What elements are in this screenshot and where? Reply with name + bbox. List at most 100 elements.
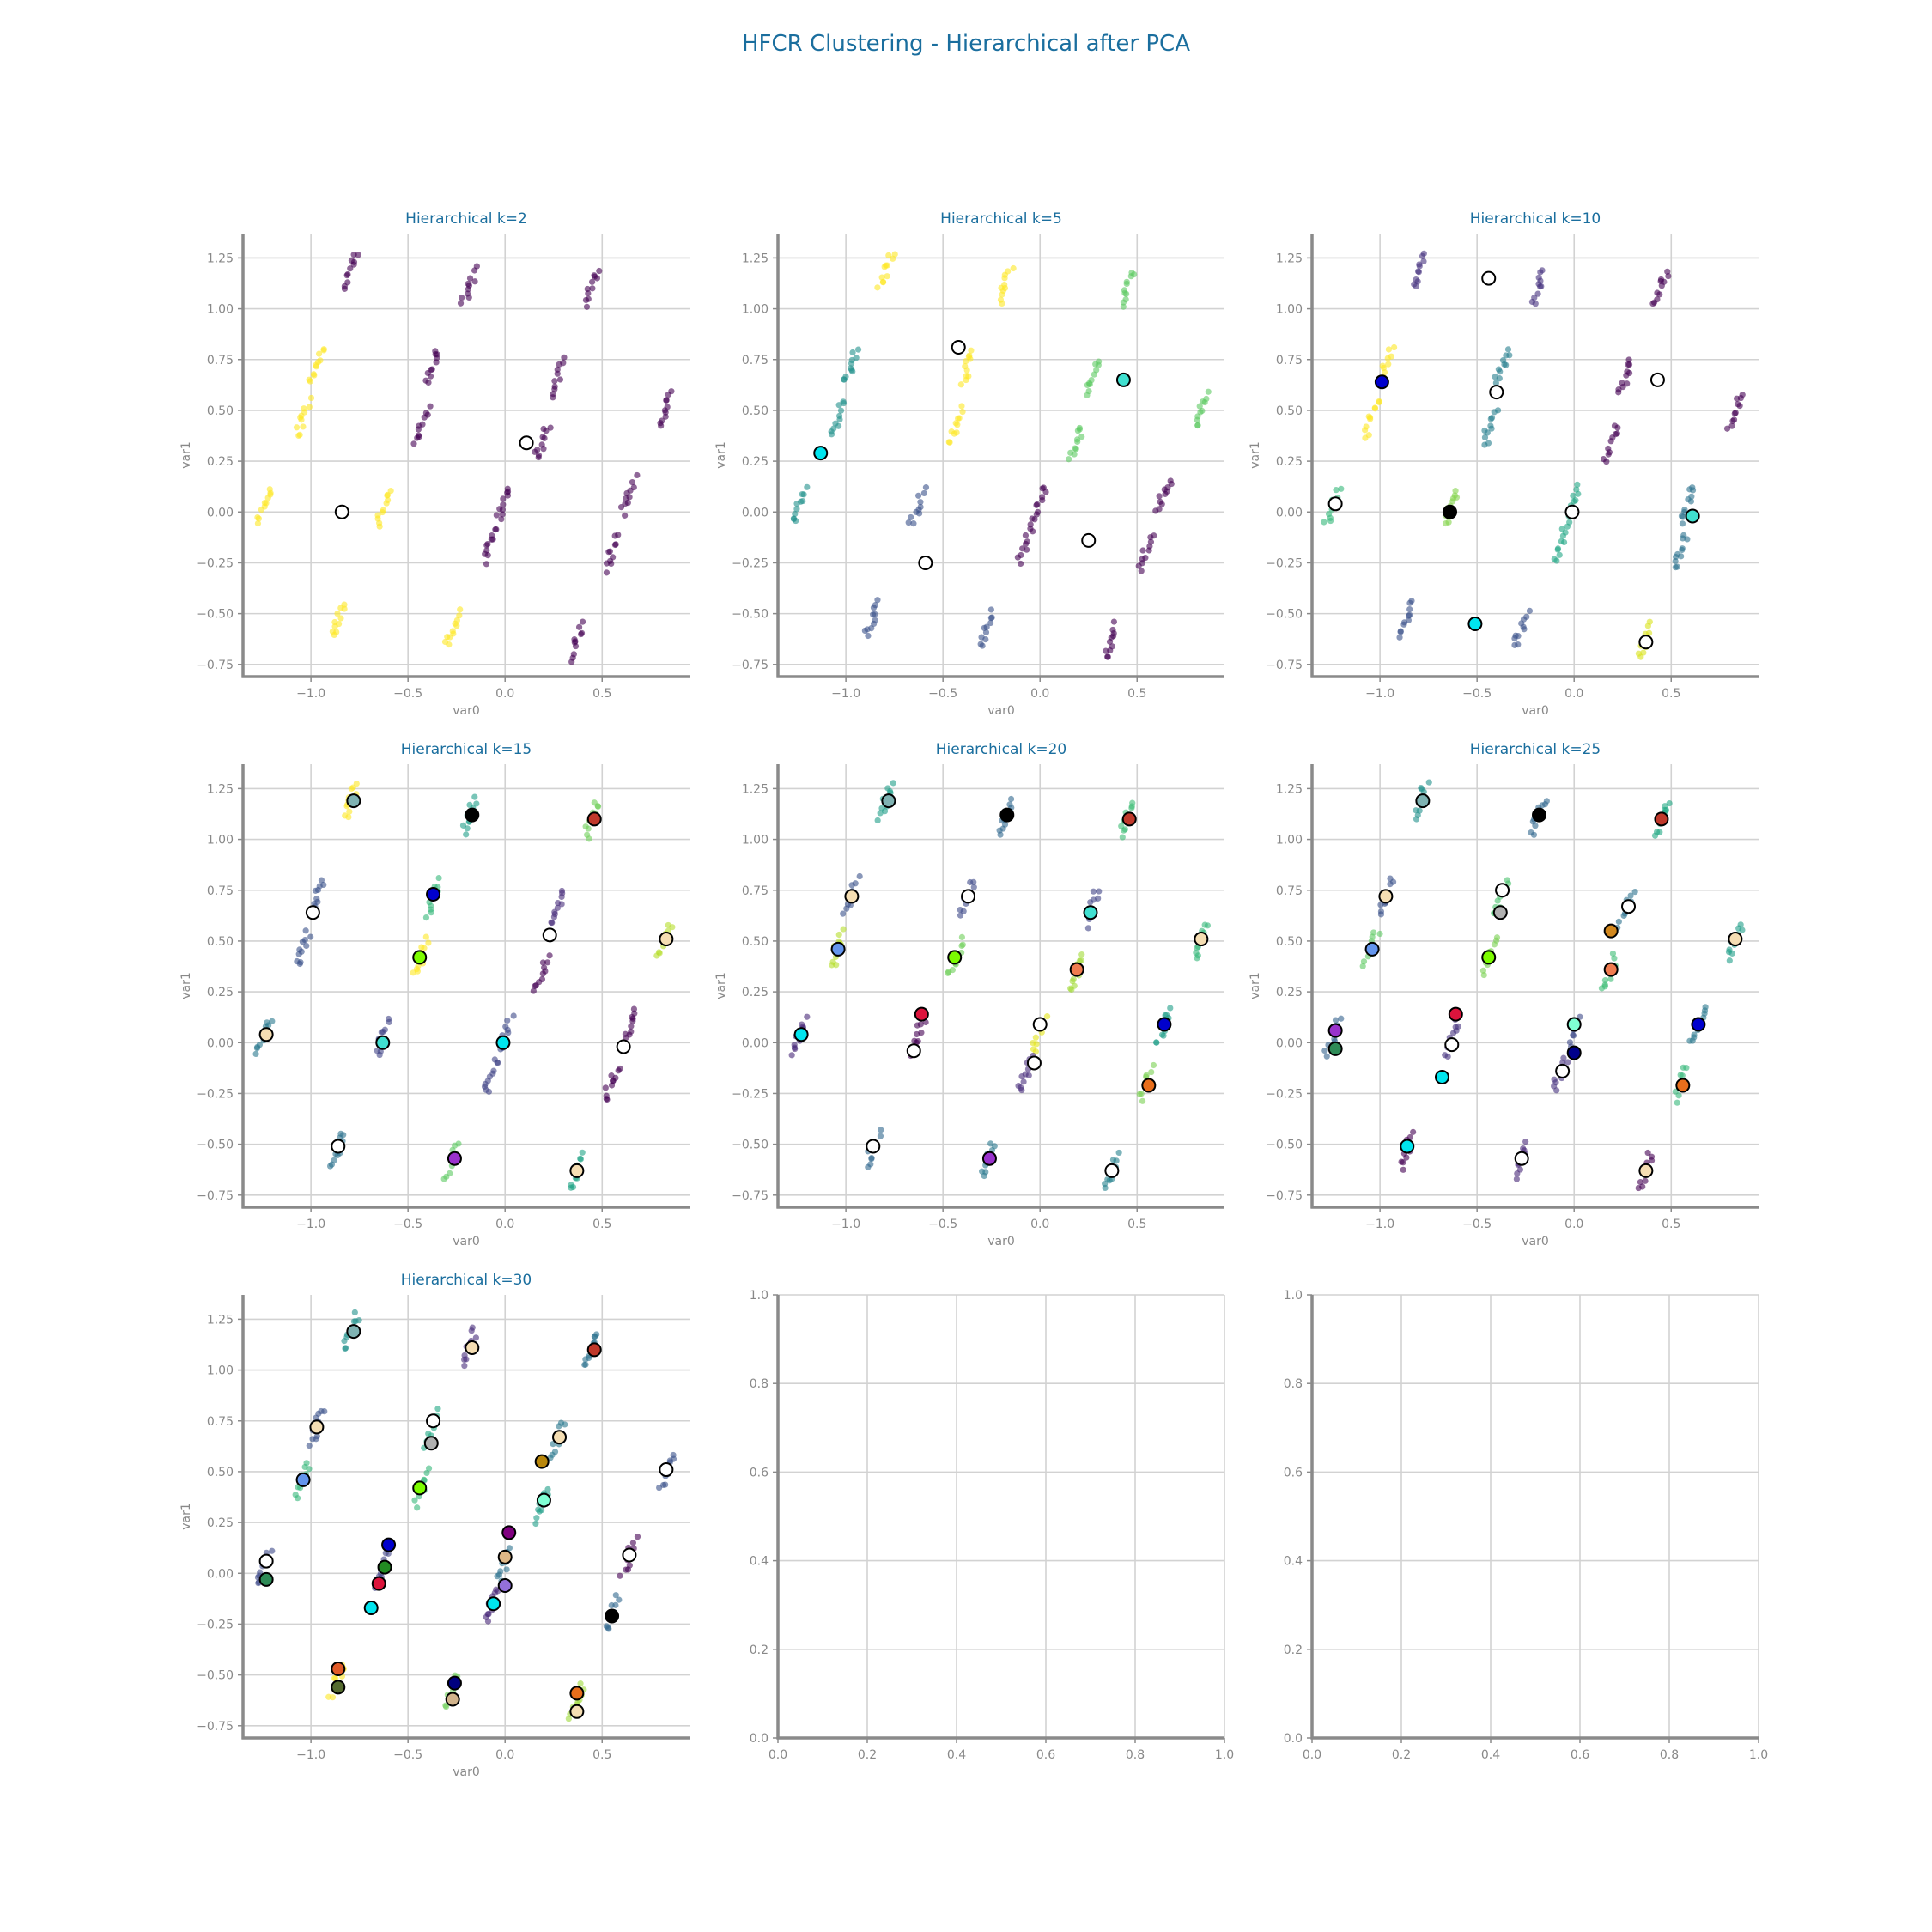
subplot-2: −1.0 −0.5 0.0 0.5 −0.75 −0.50 −0.25 0.00 0.25 0.5… (714, 210, 1224, 718)
data-point (422, 914, 430, 921)
centroid-marker (258, 1553, 274, 1569)
data-point (459, 295, 465, 301)
data-point (540, 425, 547, 433)
centroid-marker (1141, 1078, 1157, 1093)
centroid-marker (1603, 923, 1619, 939)
data-point (628, 1023, 635, 1030)
data-point (1493, 934, 1501, 941)
data-point (385, 1550, 392, 1557)
y-tick-label: −0.75 (197, 1720, 234, 1734)
data-point (1032, 1034, 1039, 1041)
data-point (1022, 1071, 1029, 1078)
centroid-marker (412, 1480, 428, 1496)
data-point (538, 441, 545, 448)
data-point (461, 1352, 468, 1359)
data-point (577, 1680, 584, 1687)
x-axis-label: var0 (987, 1235, 1015, 1249)
data-point (473, 263, 480, 270)
data-point (615, 532, 622, 538)
data-point (1122, 296, 1129, 303)
data-point (456, 612, 463, 619)
data-point (1574, 481, 1581, 489)
centroid-marker (1566, 1017, 1582, 1032)
centroid-marker (866, 1139, 881, 1154)
data-point (1018, 1084, 1024, 1091)
centroid-marker (309, 1419, 325, 1435)
centroid-marker (1069, 962, 1084, 977)
x-tick-label: 0.0 (769, 1748, 787, 1762)
data-point (662, 413, 669, 420)
data-point (473, 800, 480, 807)
x-axis-label: var0 (453, 1235, 480, 1249)
data-point (1520, 1145, 1527, 1152)
x-tick-label: −0.5 (393, 1218, 422, 1231)
data-point (584, 831, 591, 838)
subplot-title: Hierarchical k=2 (405, 210, 527, 228)
data-point (1201, 921, 1208, 928)
data-point (1070, 975, 1077, 982)
data-point (917, 503, 924, 511)
data-point (484, 540, 491, 548)
data-point (539, 959, 547, 966)
data-point (353, 780, 360, 787)
data-point (498, 516, 505, 523)
y-tick-label: 0.75 (207, 1415, 234, 1429)
data-point (1736, 403, 1743, 410)
data-point (1167, 1005, 1174, 1012)
data-point (874, 817, 881, 824)
data-point (1737, 921, 1744, 928)
centroid-marker (447, 1675, 462, 1691)
centroid-marker (377, 1559, 392, 1575)
data-point (427, 403, 434, 410)
data-point (948, 428, 955, 435)
centroid-marker (1649, 372, 1665, 387)
data-point (1513, 1176, 1520, 1182)
centroid-marker (1532, 807, 1547, 823)
centroid-marker (534, 1454, 550, 1469)
data-point (612, 1592, 619, 1599)
data-point (804, 483, 811, 490)
y-tick-label: 1.25 (207, 782, 234, 796)
data-point (585, 825, 592, 832)
y-tick-label: 1.25 (207, 1313, 234, 1327)
y-tick-label: 0.50 (207, 935, 234, 949)
data-point (917, 1021, 924, 1028)
y-tick-label: 1.0 (1284, 1289, 1303, 1303)
y-tick-label: 0.50 (1276, 404, 1303, 418)
y-tick-label: 0.50 (1276, 935, 1303, 949)
data-point (570, 651, 577, 658)
x-tick-label: −1.0 (831, 687, 860, 701)
subplot-6: −1.0 −0.5 0.0 0.5 −0.75 −0.50 −0.25 0.00 0.25 0.5… (1249, 741, 1759, 1249)
data-point (1148, 1068, 1155, 1076)
centroid-marker (914, 1006, 929, 1022)
y-tick-label: 0.25 (207, 986, 234, 999)
data-point (1418, 786, 1425, 793)
data-point (1365, 432, 1372, 439)
data-point (1005, 268, 1012, 275)
centroid-marker (1564, 504, 1580, 519)
data-point (1109, 626, 1116, 634)
data-point (1006, 801, 1013, 808)
centroid-marker (331, 1139, 346, 1154)
centroid-marker (1327, 1041, 1343, 1056)
data-point (355, 1317, 362, 1324)
data-point (1452, 488, 1459, 495)
data-point (1488, 415, 1496, 422)
data-point (457, 300, 465, 307)
centroid-marker (1481, 950, 1497, 965)
data-point (1119, 834, 1126, 841)
data-point (489, 532, 495, 539)
subplot-4: −1.0 −0.5 0.0 0.5 −0.75 −0.50 −0.25 0.00 0.25 0.5… (179, 741, 690, 1249)
centroid-marker (486, 1596, 501, 1612)
data-point (411, 1497, 418, 1504)
data-point (1637, 1179, 1644, 1186)
data-point (502, 1024, 509, 1030)
x-tick-label: 1.0 (1749, 1748, 1768, 1762)
data-point (1577, 1013, 1583, 1020)
data-point (1338, 1015, 1345, 1022)
data-point (302, 927, 309, 934)
x-tick-label: −1.0 (831, 1218, 860, 1231)
data-point (1118, 823, 1125, 829)
data-point (434, 1406, 441, 1413)
